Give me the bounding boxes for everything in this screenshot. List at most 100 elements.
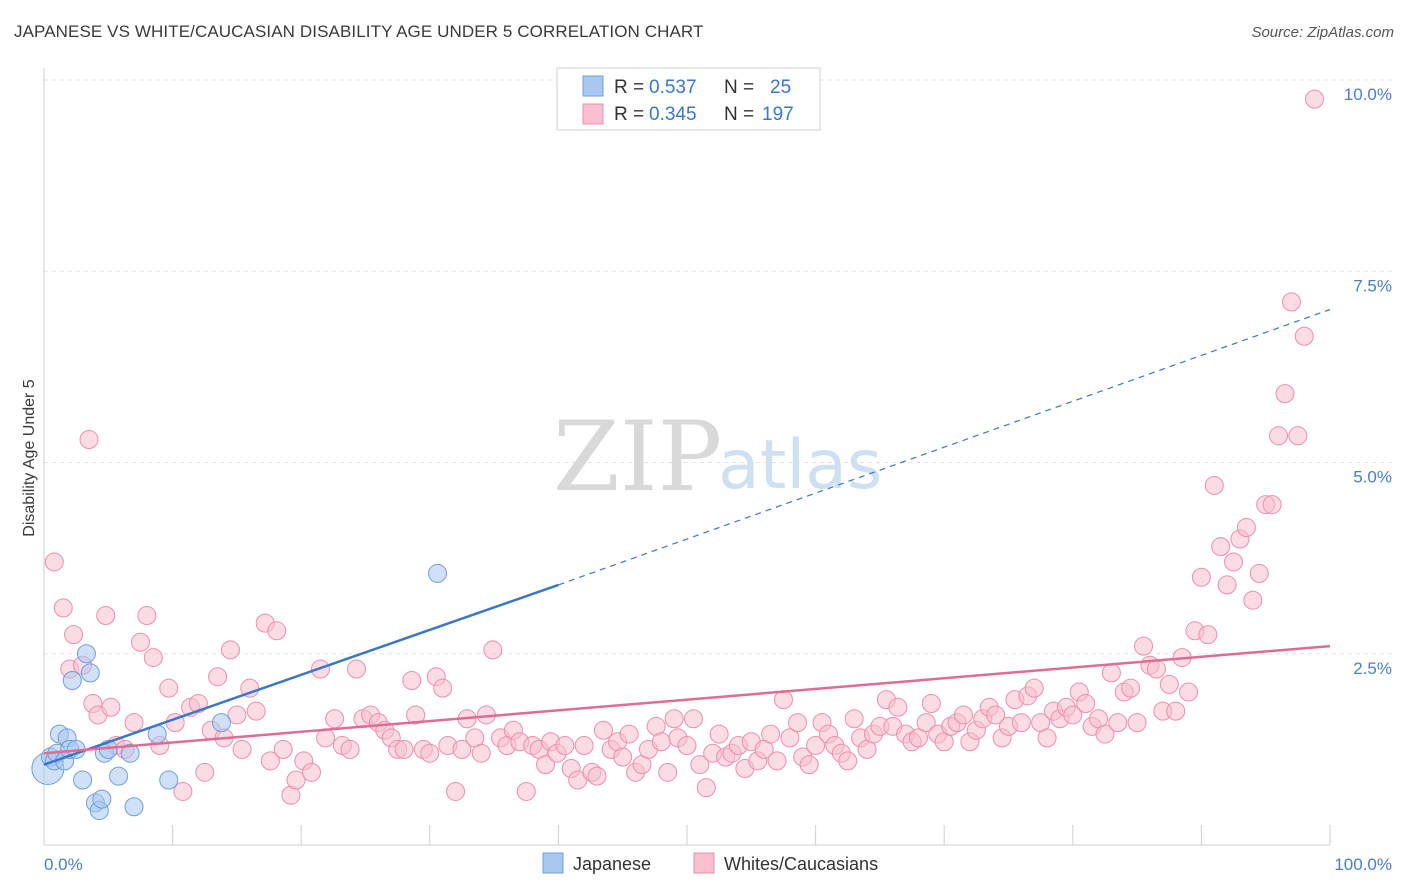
- point-whites-27: [227, 705, 247, 725]
- trend-japanese-dashed: [558, 308, 1331, 586]
- legend-box: R = 0.537 N = 25 R = 0.345 N = 197: [556, 67, 821, 131]
- point-whites-157: [1076, 693, 1096, 713]
- point-whites-26: [220, 640, 240, 660]
- point-whites-173: [1179, 682, 1199, 702]
- point-whites-40: [316, 728, 336, 748]
- point-whites-60: [452, 739, 472, 759]
- legend-r-value-2: 0.345: [649, 104, 697, 125]
- point-whites-171: [1166, 701, 1186, 721]
- point-whites-132: [916, 713, 936, 733]
- point-whites-5: [79, 430, 99, 450]
- point-whites-175: [1191, 567, 1211, 587]
- watermark-atlas: atlas: [718, 426, 882, 505]
- legend-swatch-japanese: [582, 75, 604, 97]
- trend-lines: [43, 308, 1331, 766]
- point-whites-43: [340, 739, 360, 759]
- point-whites-166: [1134, 636, 1154, 656]
- point-whites-15: [143, 648, 163, 668]
- point-whites-1: [53, 598, 73, 618]
- point-japanese-20: [124, 797, 144, 817]
- point-whites-36: [286, 770, 306, 790]
- legend-n-value-2: 197: [762, 104, 794, 125]
- point-whites-70: [516, 781, 536, 801]
- point-whites-186: [1262, 495, 1282, 515]
- bottom-legend-swatch-japanese: [542, 852, 564, 874]
- point-whites-33: [267, 621, 287, 641]
- point-whites-65: [483, 640, 503, 660]
- point-whites-161: [1101, 663, 1121, 683]
- point-whites-55: [420, 743, 440, 763]
- point-japanese-12: [80, 663, 100, 683]
- x-tick-labels: 0.0% 100.0%: [44, 855, 1392, 874]
- point-whites-168: [1146, 659, 1166, 679]
- point-japanese-18: [109, 766, 129, 786]
- y-tick-label-1: 5.0%: [1353, 468, 1392, 487]
- source-credit: Source: ZipAtlas.com: [1251, 24, 1394, 41]
- watermark-zip: ZIP: [553, 401, 722, 513]
- axes: [43, 68, 1331, 846]
- point-whites-96: [683, 709, 703, 729]
- watermark: ZIP atlas: [553, 401, 882, 513]
- point-whites-91: [651, 732, 671, 752]
- point-whites-182: [1236, 518, 1256, 538]
- point-whites-63: [471, 743, 491, 763]
- point-whites-38: [301, 762, 321, 782]
- legend-swatch-whites: [582, 103, 604, 125]
- point-whites-14: [137, 606, 157, 625]
- point-whites-19: [173, 781, 193, 801]
- legend-n-label-2: N =: [724, 104, 754, 125]
- x-tick-label-0: 0.0%: [44, 855, 83, 874]
- point-whites-24: [208, 667, 228, 687]
- point-whites-82: [593, 720, 613, 740]
- point-whites-30: [246, 701, 266, 721]
- point-whites-143: [986, 705, 1006, 725]
- legend-r-label-2: R =: [614, 104, 644, 125]
- point-whites-128: [888, 697, 908, 717]
- point-japanese-15: [92, 789, 112, 809]
- point-whites-13: [130, 632, 150, 652]
- point-whites-41: [325, 709, 345, 729]
- point-whites-93: [664, 709, 684, 729]
- legend-n-value-1: 25: [770, 77, 791, 98]
- point-whites-79: [574, 736, 594, 756]
- point-whites-183: [1243, 590, 1263, 610]
- point-whites-131: [908, 728, 928, 748]
- point-whites-188: [1275, 384, 1295, 404]
- point-whites-76: [555, 736, 575, 756]
- point-whites-85: [613, 747, 633, 767]
- point-japanese-23: [211, 713, 231, 733]
- point-whites-32: [260, 751, 280, 771]
- point-whites-164: [1121, 678, 1141, 698]
- point-whites-81: [587, 766, 607, 786]
- point-whites-108: [761, 724, 781, 744]
- point-whites-29: [240, 678, 260, 698]
- y-axis-label: Disability Age Under 5: [21, 379, 38, 537]
- grid-lines: [44, 79, 1392, 655]
- point-japanese-24: [428, 563, 448, 583]
- point-japanese-22: [159, 770, 179, 790]
- legend-r-label-1: R =: [614, 77, 644, 98]
- y-tick-label-3: 10.0%: [1344, 85, 1392, 104]
- point-whites-57: [433, 678, 453, 698]
- point-whites-28: [232, 739, 252, 759]
- point-whites-59: [446, 781, 466, 801]
- point-whites-180: [1224, 552, 1244, 572]
- trend-japanese-solid: [43, 583, 559, 766]
- series-japanese-points: [31, 563, 448, 821]
- point-whites-115: [806, 736, 826, 756]
- y-tick-label-0: 2.5%: [1353, 659, 1392, 678]
- point-whites-114: [799, 755, 819, 775]
- point-whites-120: [838, 751, 858, 771]
- bottom-legend-japanese: Japanese: [573, 854, 651, 874]
- point-whites-155: [1063, 705, 1083, 725]
- point-whites-149: [1024, 678, 1044, 698]
- point-whites-121: [844, 709, 864, 729]
- point-whites-151: [1037, 728, 1057, 748]
- point-whites-170: [1159, 674, 1179, 694]
- point-whites-176: [1198, 625, 1218, 645]
- point-whites-112: [788, 713, 808, 733]
- point-whites-98: [696, 778, 716, 798]
- point-japanese-11: [76, 644, 96, 664]
- point-whites-44: [346, 659, 366, 679]
